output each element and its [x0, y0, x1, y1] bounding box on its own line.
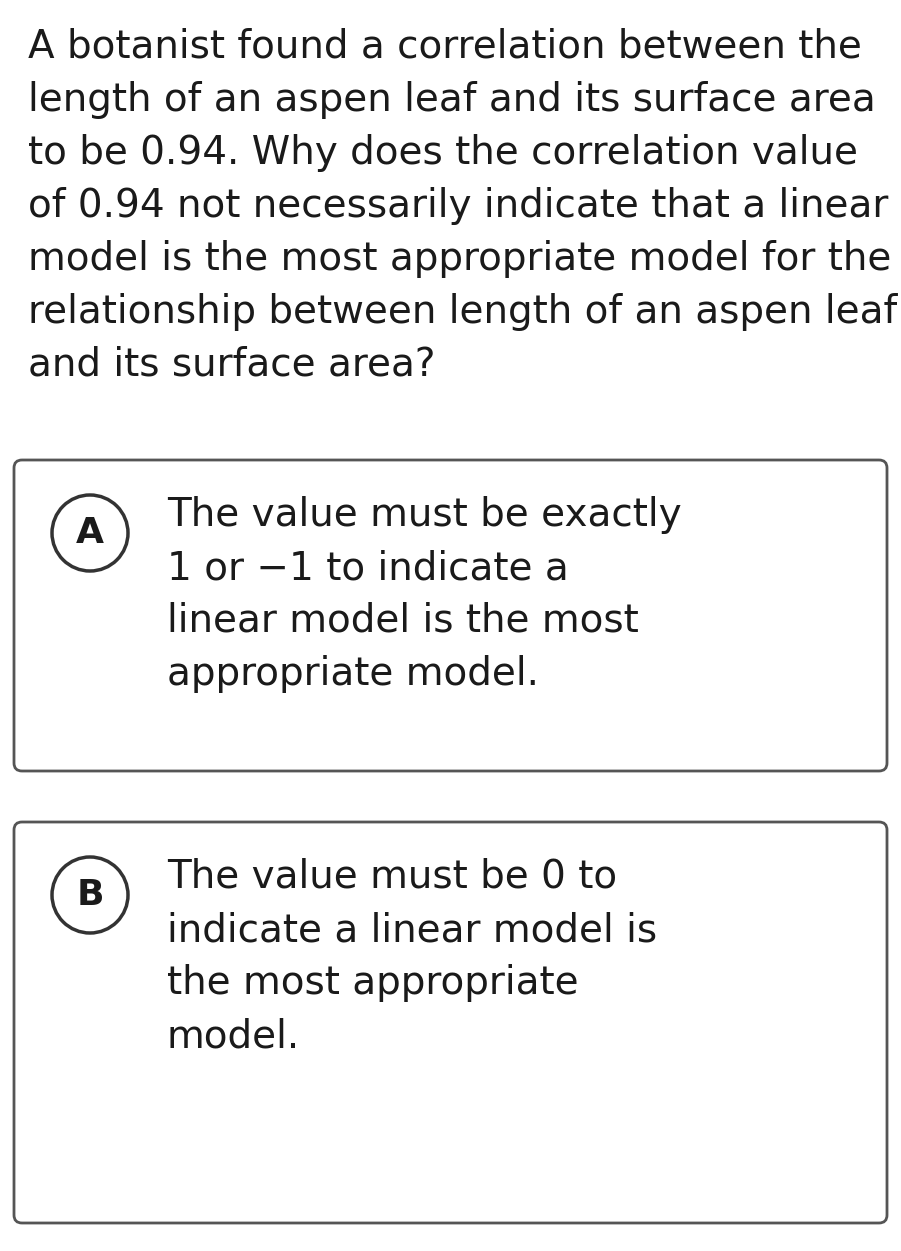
FancyBboxPatch shape: [14, 822, 887, 1223]
FancyBboxPatch shape: [14, 460, 887, 771]
Text: B: B: [77, 878, 104, 912]
Circle shape: [52, 495, 128, 570]
Text: A: A: [76, 515, 104, 550]
Text: The value must be exactly
1 or −1 to indicate a
linear model is the most
appropr: The value must be exactly 1 or −1 to ind…: [167, 495, 682, 693]
Text: The value must be 0 to
indicate a linear model is
the most appropriate
model.: The value must be 0 to indicate a linear…: [167, 858, 657, 1055]
Circle shape: [52, 857, 128, 933]
Text: A botanist found a correlation between the
length of an aspen leaf and its surfa: A botanist found a correlation between t…: [28, 28, 897, 384]
